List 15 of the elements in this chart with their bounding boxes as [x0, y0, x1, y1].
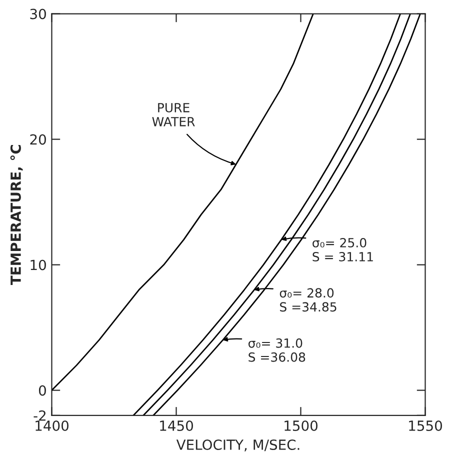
annotation: σ₀= 28.0 S =34.85 [280, 288, 336, 312]
y-axis-title: TEMPERATURE, °C [10, 144, 23, 286]
y-tick-label: 10 [30, 260, 46, 270]
annotation: σ₀= 31.0 S =36.08 [248, 338, 306, 362]
x-axis-title: VELOCITY, M/SEC. [176, 440, 300, 452]
x-tick-label: 1550 [409, 420, 442, 432]
y-tick-label: 0 [38, 385, 46, 396]
x-tick-label: 1500 [284, 420, 318, 432]
annotation: PURE WATER [152, 103, 195, 126]
y-tick-label: -2 [34, 410, 46, 421]
x-tick-label: 1450 [160, 420, 193, 432]
y-tick-label: 30 [30, 8, 46, 20]
y-tick-label: 20 [30, 134, 46, 145]
annotation: σ₀= 25.0 S = 31.11 [312, 238, 373, 262]
x-tick-label: 1400 [36, 420, 68, 432]
